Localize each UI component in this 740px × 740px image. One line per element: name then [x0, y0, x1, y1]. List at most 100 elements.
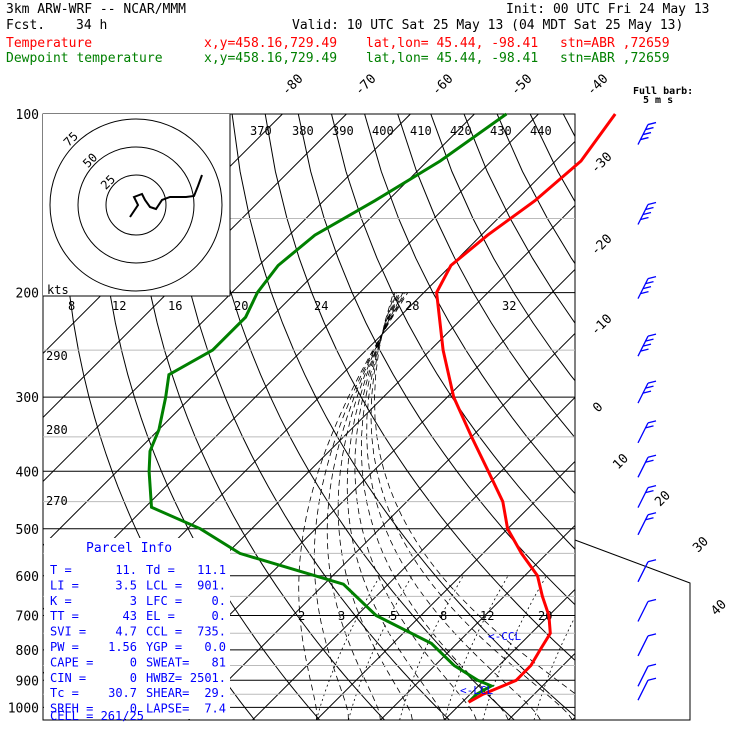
parcel-info-value: CAPE = — [50, 655, 93, 669]
wind-barb — [637, 485, 657, 508]
moist-adiabat — [354, 292, 477, 720]
isotherm — [380, 524, 575, 720]
theta-label: 440 — [530, 124, 552, 138]
theta-label: 430 — [490, 124, 512, 138]
hodograph-ring-25 — [105, 174, 167, 236]
parcel-info-value: 81 — [212, 655, 226, 669]
parcel-info-value: 11.1 — [197, 563, 226, 577]
parcel-info-value: Td = — [146, 563, 175, 577]
hodograph: 25 50 75 kts — [43, 114, 231, 297]
parcel-info-title: Parcel Info — [86, 541, 172, 556]
wind-barb — [637, 454, 657, 478]
wind-barb — [637, 420, 657, 444]
moist-adiabat — [370, 292, 573, 720]
dry-adiabat — [331, 114, 575, 550]
theta-label: 270 — [46, 494, 68, 508]
isotherm-label: -80 — [279, 72, 306, 99]
isotherm — [508, 652, 575, 720]
moist-adiabat — [298, 292, 409, 720]
mixing-ratio-line — [316, 575, 381, 720]
isotherm-label: -20 — [588, 232, 615, 259]
parcel-info-value: 735. — [197, 625, 226, 639]
temperature-station: stn=ABR ,72659 — [560, 36, 670, 51]
parcel-info-value: EL = — [146, 609, 175, 623]
wind-barb — [637, 633, 657, 657]
dewpoint-latlon: lat,lon= 45.44, -98.41 — [366, 51, 539, 66]
wind-barbs — [637, 121, 657, 701]
wind-barb — [637, 380, 657, 404]
mixing-ratio-label: 5 — [390, 609, 397, 623]
dewpoint-line — [147, 112, 508, 704]
parcel-info-value: 30.7 — [108, 686, 137, 700]
isotherm — [43, 114, 475, 547]
theta-label: 420 — [450, 124, 472, 138]
mixing-ratio-line — [348, 575, 413, 720]
isotherm-label: -10 — [588, 312, 615, 339]
theta-label: 410 — [410, 124, 432, 138]
parcel-info-value: 1.56 — [108, 640, 137, 654]
parcel-info-panel: Parcel Info T = 11. Td = 11.1 LI = 3.5 LCL = 90… — [44, 538, 230, 723]
parcel-info-value: 0 — [130, 655, 137, 669]
dry-adiabat — [364, 114, 575, 495]
barb-legend-title: Full barb: — [633, 86, 693, 97]
pressure-tick-label: 1000 — [8, 701, 39, 716]
dry-adiabat — [430, 114, 575, 382]
mixing-ratio-label: 28 — [405, 299, 419, 313]
mixing-ratio-label: 20 — [234, 299, 248, 313]
parcel-info-value: SREH = — [50, 702, 93, 716]
wind-barb — [637, 201, 657, 225]
theta-label: 400 — [372, 124, 394, 138]
moist-adiabat — [374, 292, 575, 695]
pressure-tick-label: 200 — [16, 287, 39, 302]
forecast-label: Fcst. — [6, 18, 46, 33]
pressure-tick-label: 700 — [16, 610, 39, 625]
parcel-info-value: 901. — [197, 578, 226, 592]
dry-adiabat — [729, 114, 740, 720]
parcel-info-value: 11. — [115, 563, 137, 577]
lower-extension-frame — [574, 539, 691, 721]
dry-adiabat — [696, 114, 740, 720]
isotherm-label: 0 — [590, 400, 606, 416]
dry-adiabat — [496, 114, 575, 265]
dewpoint-station: stn=ABR ,72659 — [560, 51, 670, 66]
parcel-info-value: 0.0 — [204, 640, 226, 654]
parcel-info-value: CCL = — [146, 625, 182, 639]
dry-adiabat — [231, 114, 575, 717]
theta-label: 390 — [332, 124, 354, 138]
moist-adiabat — [346, 292, 445, 720]
parcel-cell: CELL = 261/25 — [50, 709, 144, 723]
dry-adiabat — [397, 114, 575, 439]
dry-adiabat — [663, 114, 740, 720]
pressure-tick-label: 900 — [16, 674, 39, 689]
moist-adiabat — [360, 292, 509, 720]
parcel-info-value: 0 — [130, 702, 137, 716]
dry-adiabat — [630, 114, 740, 720]
moist-adiabat — [337, 292, 413, 720]
isotherm-label: -40 — [584, 72, 611, 99]
isotherm-label: 40 — [708, 597, 730, 619]
init-time: Init: 00 UTC Fri 24 May 13 — [506, 2, 710, 17]
dewpoint-legend-label: Dewpoint temperature — [6, 51, 163, 66]
parcel-info-value: YGP = — [146, 640, 182, 654]
mixing-ratio-label: 8 — [68, 299, 75, 313]
parcel-info-value: 43 — [123, 609, 137, 623]
parcel-info-value: 4.7 — [115, 625, 137, 639]
model-title: 3km ARW-WRF -- NCAR/MMM — [6, 2, 187, 17]
parcel-info-value: SVI = — [50, 625, 86, 639]
parcel-info-value: 0. — [212, 609, 226, 623]
wind-barb — [637, 559, 657, 583]
parcel-info-value: T = — [50, 563, 72, 577]
isotherm-label: 10 — [610, 451, 632, 473]
parcel-info-value: TT = — [50, 609, 79, 623]
parcel-info-value: 7.4 — [204, 702, 226, 716]
parcel-info-value: K = — [50, 594, 72, 608]
isotherm — [572, 716, 575, 720]
isotherm-label: -30 — [588, 150, 615, 177]
wind-barb — [637, 663, 657, 687]
mixing-ratio-line — [482, 575, 547, 720]
moist-adiabat — [366, 292, 541, 720]
lcl-marker: <-LCL — [460, 684, 493, 697]
isotherm-label: 30 — [690, 534, 712, 556]
isotherm-label: -70 — [352, 72, 379, 99]
